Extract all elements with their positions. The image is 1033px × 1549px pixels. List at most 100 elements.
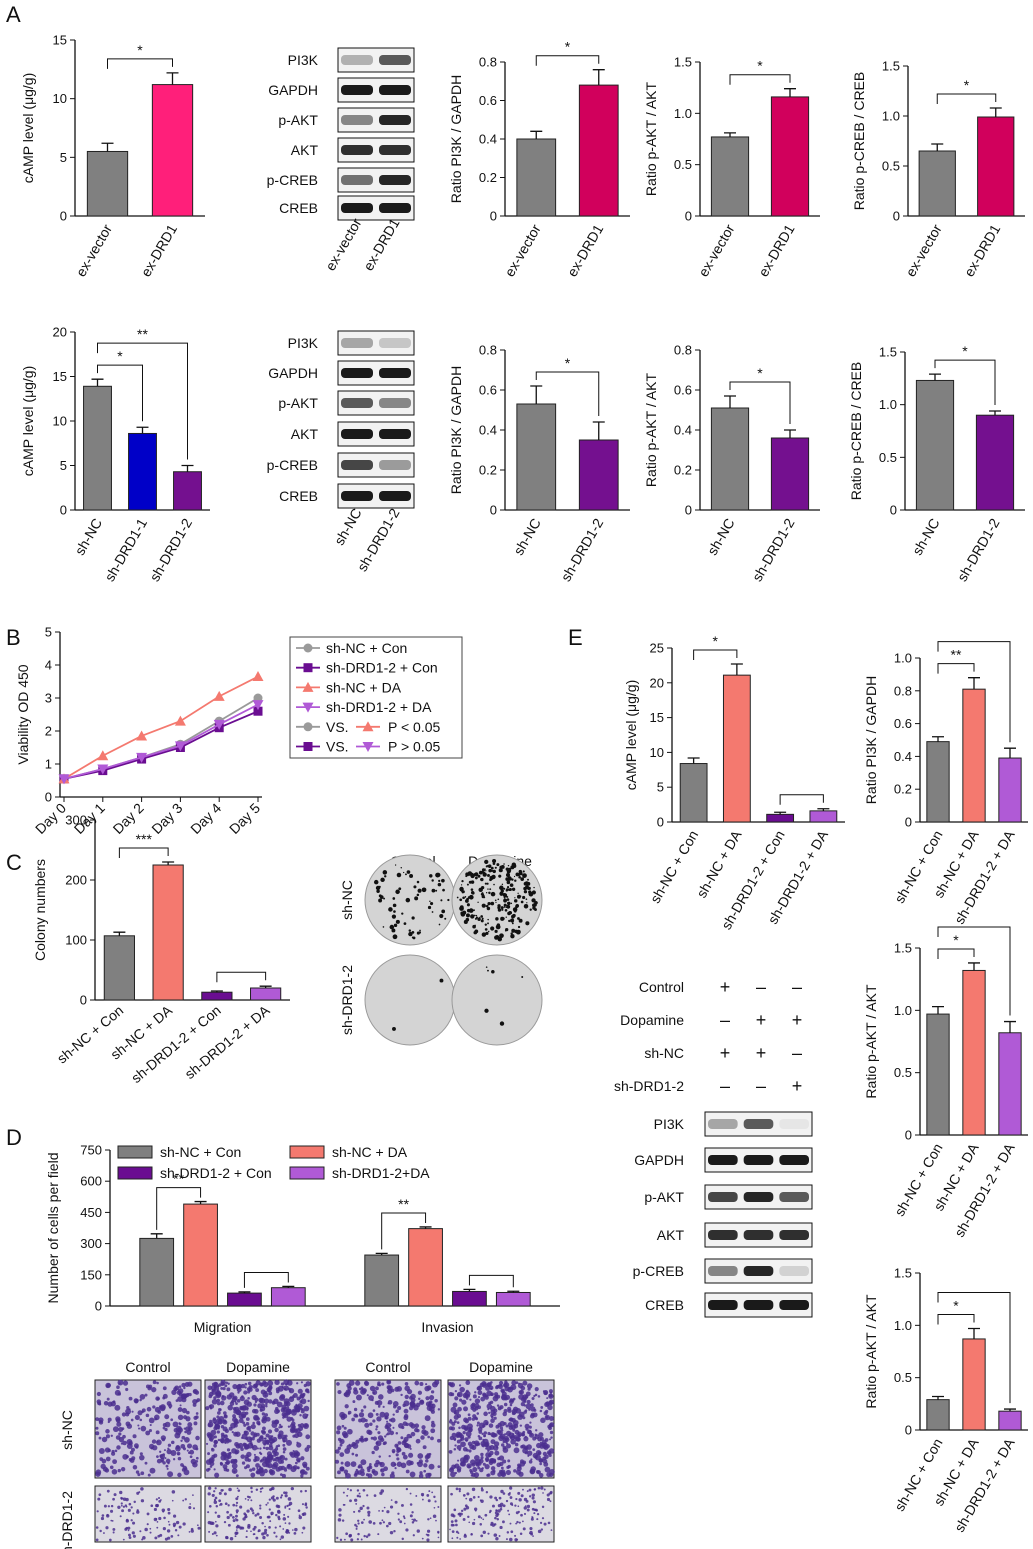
blot-band: [743, 1300, 774, 1310]
colony: [477, 874, 481, 878]
cell: [380, 1437, 385, 1443]
cell: [477, 1515, 481, 1519]
cell: [207, 1385, 213, 1391]
sig-bracket: [693, 649, 738, 661]
legend-label: sh-NC + DA: [332, 1144, 408, 1160]
cell: [409, 1492, 412, 1495]
cell: [305, 1506, 308, 1509]
cell: [510, 1438, 516, 1445]
cell: [363, 1534, 366, 1538]
cell: [367, 1513, 371, 1517]
cell: [216, 1430, 220, 1434]
cell: [209, 1438, 214, 1442]
y-tick-label: 0: [905, 815, 912, 830]
cell: [474, 1398, 481, 1404]
cell: [217, 1514, 221, 1519]
cell: [151, 1386, 157, 1393]
cell: [467, 1413, 471, 1417]
cell: [252, 1384, 258, 1389]
cell: [549, 1469, 555, 1475]
cell: [347, 1428, 353, 1435]
cell: [207, 1511, 210, 1514]
cell: [404, 1381, 409, 1386]
cell: [258, 1451, 262, 1455]
cell: [462, 1518, 466, 1521]
cell: [400, 1503, 404, 1507]
blot-band: [379, 429, 411, 439]
cell: [505, 1424, 509, 1428]
colony: [517, 894, 521, 899]
cell: [227, 1523, 231, 1527]
condition-sign: +: [720, 1043, 731, 1063]
cell: [125, 1387, 129, 1392]
cell: [223, 1454, 230, 1461]
cell: [105, 1456, 111, 1462]
cell: [477, 1427, 483, 1432]
cell: [166, 1529, 171, 1533]
cell: [177, 1534, 180, 1537]
cell: [430, 1428, 436, 1434]
colony: [513, 875, 516, 878]
cell: [355, 1439, 360, 1444]
bar: [151, 84, 194, 217]
colony: [487, 922, 489, 925]
cell: [98, 1402, 102, 1406]
cell: [190, 1529, 194, 1533]
cell: [465, 1448, 469, 1452]
sig-label: *: [565, 355, 571, 371]
cell: [184, 1498, 187, 1501]
cell: [98, 1447, 105, 1454]
cell: [366, 1466, 371, 1470]
colony: [435, 889, 438, 892]
cell: [243, 1512, 246, 1516]
cell: [349, 1499, 352, 1503]
cell: [400, 1436, 404, 1440]
cell: [448, 1383, 452, 1386]
cell: [382, 1405, 385, 1408]
condition-sign: –: [720, 1076, 730, 1096]
line: [63, 703, 259, 780]
sig-bracket: [381, 1212, 427, 1250]
cell: [381, 1509, 384, 1513]
cell: [424, 1415, 431, 1422]
cell: [431, 1491, 434, 1494]
cell: [337, 1390, 342, 1395]
blot-band: [379, 460, 411, 470]
cell: [415, 1495, 418, 1497]
cell: [375, 1425, 379, 1429]
cell: [186, 1410, 190, 1415]
legend-label: sh-NC + DA: [326, 679, 402, 695]
cell: [450, 1492, 453, 1496]
cell: [405, 1528, 409, 1532]
cell: [167, 1520, 170, 1523]
point: [136, 752, 148, 763]
cell: [271, 1463, 278, 1470]
cell: [96, 1391, 102, 1397]
cell: [253, 1458, 257, 1463]
colony: [393, 923, 398, 928]
cell: [190, 1527, 194, 1531]
error-bar: [375, 1252, 388, 1256]
cell: [537, 1486, 541, 1490]
cell: [120, 1498, 123, 1500]
cell: [529, 1527, 533, 1531]
cell: [354, 1498, 358, 1502]
condition-sign: +: [792, 1076, 803, 1096]
cell: [226, 1510, 229, 1514]
cell: [384, 1435, 387, 1438]
cell: [298, 1515, 303, 1520]
cell: [472, 1496, 476, 1499]
cell: [246, 1436, 253, 1443]
cell: [459, 1514, 462, 1518]
colony: [382, 870, 388, 875]
blot-row-label: PI3K: [288, 335, 319, 351]
cell: [195, 1447, 199, 1451]
cell: [490, 1405, 496, 1412]
x-tick-label: sh-NC: [909, 516, 943, 558]
cell: [536, 1518, 539, 1521]
cell: [95, 1417, 100, 1421]
cell: [252, 1533, 255, 1536]
cell: [480, 1396, 486, 1402]
colony: [507, 864, 510, 867]
sig-label: *: [953, 932, 959, 948]
